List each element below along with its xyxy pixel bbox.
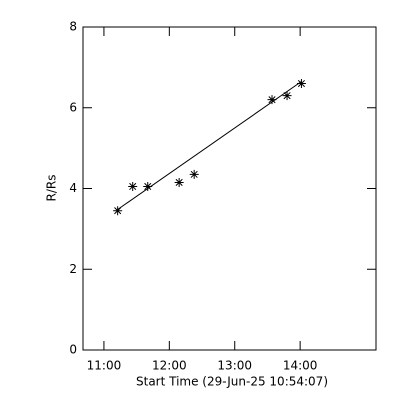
plot-frame — [82, 26, 377, 351]
y-tick-label: 2 — [69, 262, 77, 276]
data-point — [174, 177, 184, 187]
y-tick-label: 4 — [69, 181, 77, 195]
x-tick-label: 13:00 — [217, 359, 252, 373]
x-tick-label: 14:00 — [283, 359, 318, 373]
x-axis-label: Start Time (29-Jun-25 10:54:07) — [136, 375, 328, 389]
fit-line — [117, 81, 302, 210]
data-point — [128, 181, 138, 191]
data-point — [296, 79, 306, 89]
data-point — [189, 169, 199, 179]
data-point — [113, 206, 123, 216]
data-point — [267, 95, 277, 105]
data-point — [143, 181, 153, 191]
y-tick-label: 8 — [69, 20, 77, 34]
y-tick-label: 6 — [69, 100, 77, 114]
y-tick-label: 0 — [69, 343, 77, 357]
x-tick-label: 11:00 — [87, 359, 122, 373]
y-axis-label: R/Rs — [45, 175, 59, 202]
data-point — [282, 91, 292, 101]
x-tick-label: 12:00 — [152, 359, 187, 373]
